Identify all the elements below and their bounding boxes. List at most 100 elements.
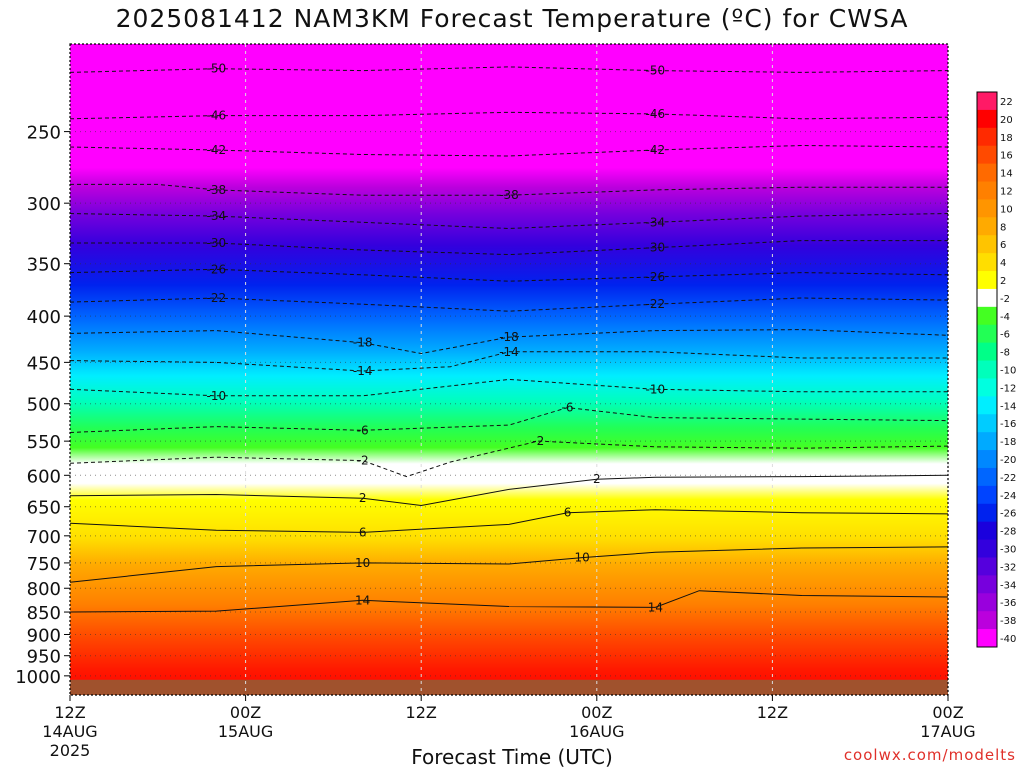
isotherm-label--6-0: -6	[357, 423, 369, 437]
isotherm-label--46-0: -46	[207, 109, 227, 123]
isotherm-label--14-1: -14	[499, 345, 519, 359]
isotherm-label--46-1: -46	[646, 107, 666, 121]
colorbar-frame	[976, 91, 998, 648]
x-tick-label-12-0: 00Z	[230, 703, 261, 722]
x-tick-label-24-0: 12Z	[406, 703, 437, 722]
y-tick-label-900: 900	[27, 625, 61, 646]
isotherm-label--22-0: -22	[207, 291, 227, 305]
colorbar-swatch-4	[977, 163, 997, 183]
isotherm-label--30-0: -30	[207, 236, 227, 250]
colorbar-label-12: -4	[1000, 312, 1010, 323]
isotherm-label--38-1: -38	[499, 188, 519, 202]
isotherm--50	[69, 66, 949, 73]
colorbar-swatch-28	[977, 593, 997, 612]
x-tick-label-12-1: 15AUG	[218, 722, 273, 741]
isotherm-label--26-0: -26	[207, 262, 227, 276]
x-tick-label-60-1: 17AUG	[920, 722, 975, 741]
temperature-shading	[70, 44, 948, 695]
chart-title: 2025081412 NAM3KM Forecast Temperature (…	[115, 4, 909, 33]
colorbar-label-26: -32	[1000, 562, 1016, 573]
colorbar-swatch-10	[977, 271, 997, 290]
credit-link[interactable]: coolwx.com/modelts	[843, 746, 1016, 764]
colorbar-label-10: 2	[1000, 276, 1006, 287]
isotherm-label--50-1: -50	[646, 64, 666, 78]
x-tick-label-48-0: 12Z	[757, 703, 788, 722]
y-tick-label-700: 700	[27, 527, 61, 548]
isotherm--6	[69, 407, 949, 433]
colorbar-label-23: -26	[1000, 509, 1016, 520]
y-tick-label-650: 650	[27, 498, 61, 519]
isotherm-label--10-0: -10	[207, 389, 227, 403]
isotherm-label--50-0: -50	[207, 62, 227, 76]
isotherm-label-10-1: 10	[575, 551, 590, 565]
plot-frame	[69, 43, 949, 696]
colorbar-swatch-9	[977, 253, 997, 272]
isotherm-label--18-0: -18	[353, 336, 373, 350]
colorbar-swatch-13	[977, 324, 997, 344]
isotherm-6	[69, 509, 949, 533]
x-tick-label-0-2: 2025	[50, 741, 91, 760]
colorbar-swatch-8	[977, 235, 997, 254]
colorbar-swatch-6	[977, 199, 997, 218]
colorbar-swatch-15	[977, 360, 997, 379]
y-tick-label-400: 400	[27, 307, 61, 328]
colorbar-swatch-21	[977, 467, 997, 487]
colorbar-label-7: 8	[1000, 222, 1006, 233]
colorbar-label-17: -14	[1000, 401, 1016, 412]
y-tick-label-1000: 1000	[15, 667, 61, 688]
colorbar-label-30: -40	[1000, 634, 1016, 645]
colorbar-swatch-19	[977, 432, 997, 451]
colorbar-label-19: -18	[1000, 437, 1016, 448]
colorbar-label-6: 10	[1000, 204, 1013, 215]
colorbar-label-20: -20	[1000, 455, 1016, 466]
y-tick-label-600: 600	[27, 466, 61, 487]
isotherm-label--38-0: -38	[207, 183, 227, 197]
isotherm--46	[69, 111, 949, 120]
colorbar-label-28: -36	[1000, 598, 1016, 609]
colorbar-swatch-1	[977, 109, 997, 129]
isotherm-label--6-1: -6	[562, 401, 574, 415]
isotherm-label--22-1: -22	[646, 297, 666, 311]
x-axis-label: Forecast Time (UTC)	[411, 745, 613, 769]
colorbar-swatch-24	[977, 521, 997, 541]
isotherm--38	[70, 183, 948, 196]
colorbar-swatch-20	[977, 450, 997, 469]
colorbar-label-27: -34	[1000, 580, 1016, 591]
colorbar-label-18: -16	[1000, 419, 1016, 430]
isotherm-label--18-1: -18	[499, 330, 519, 344]
isotherm-label--14-0: -14	[353, 364, 373, 378]
colorbar-swatch-3	[977, 145, 997, 165]
x-tick-label-0-1: 14AUG	[42, 722, 97, 741]
colorbar-label-13: -6	[1000, 330, 1010, 341]
colorbar-swatch-17	[977, 396, 997, 415]
colorbar-label-11: -2	[1000, 294, 1010, 305]
colorbar-label-8: 6	[1000, 240, 1006, 251]
colorbar-swatch-22	[977, 485, 997, 505]
isotherm-label-2-0: 2	[359, 491, 367, 505]
isotherm-label-6-0: 6	[359, 525, 367, 539]
isotherm-label--34-1: -34	[646, 215, 666, 229]
colorbar-swatch-11	[977, 288, 997, 308]
colorbar-swatch-23	[977, 503, 997, 523]
colorbar-swatch-0	[977, 92, 997, 111]
isotherm-label--42-1: -42	[646, 143, 666, 157]
colorbar-label-15: -10	[1000, 366, 1016, 377]
colorbar-label-22: -24	[1000, 491, 1016, 502]
colorbar-label-2: 18	[1000, 133, 1013, 144]
isotherm-label-2-1: 2	[593, 472, 601, 486]
colorbar-swatch-7	[977, 217, 997, 236]
colorbar-swatch-14	[977, 342, 997, 362]
y-tick-label-550: 550	[27, 432, 61, 453]
isotherm-label-6-1: 6	[564, 506, 572, 520]
colorbar-label-9: 4	[1000, 258, 1006, 269]
isotherm-label-14-0: 14	[355, 593, 370, 607]
isotherm--42	[69, 144, 949, 157]
colorbar-swatch-25	[977, 539, 997, 558]
y-tick-label-750: 750	[27, 554, 61, 575]
colorbar-swatch-18	[977, 414, 997, 433]
x-tick-label-0-0: 12Z	[54, 703, 85, 722]
y-tick-label-250: 250	[27, 123, 61, 144]
colorbar-swatch-5	[977, 181, 997, 200]
colorbar-swatch-26	[977, 557, 997, 576]
